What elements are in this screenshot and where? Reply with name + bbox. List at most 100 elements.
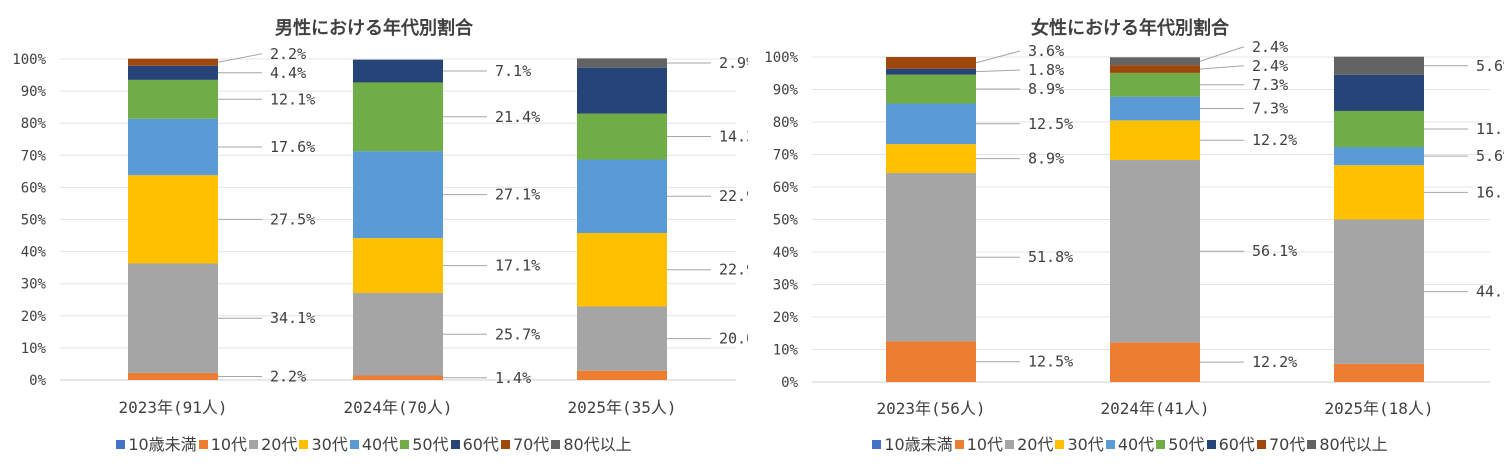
- legend-label: 30代: [311, 435, 348, 454]
- legend-label: 10代: [966, 435, 1004, 454]
- bar-segment-70s: [886, 57, 976, 69]
- y-tick-label: 10%: [773, 343, 799, 359]
- bar-segment-10s: [128, 372, 218, 380]
- legend-label: 70代: [512, 435, 550, 454]
- female-chart-title: 女性における年代別割合: [1031, 18, 1229, 39]
- y-tick-label: 70%: [21, 148, 47, 164]
- bar-segment-80plus: [1110, 57, 1200, 66]
- bar-segment-10s: [1110, 342, 1200, 382]
- y-tick-label: 90%: [773, 83, 799, 99]
- data-label-20s: 56.1%: [1252, 242, 1297, 260]
- data-label-80plus: 2.4%: [1252, 38, 1288, 56]
- bar-segment-20s: [1334, 219, 1424, 364]
- data-label-30s: 12.2%: [1252, 131, 1297, 149]
- x-tick-label: 2024年(41人): [1100, 399, 1209, 418]
- legend-swatch: [872, 440, 882, 449]
- bar-segment-40s: [353, 151, 443, 239]
- legend-swatch: [1256, 440, 1266, 449]
- data-label-leader-line: [975, 69, 1021, 73]
- data-label-10s: 12.5%: [1028, 353, 1073, 371]
- data-label-70s: 2.2%: [270, 45, 306, 63]
- data-label-leader-line: [217, 53, 263, 63]
- y-tick-label: 0%: [781, 375, 798, 391]
- legend-label: 40代: [1117, 435, 1155, 454]
- bar-segment-60s: [1334, 74, 1424, 111]
- data-label-20s: 44.4%: [1476, 283, 1504, 301]
- data-label-10s: 2.2%: [270, 367, 306, 385]
- data-label-50s: 11.1%: [1476, 120, 1504, 138]
- bar-segment-10s: [577, 370, 667, 380]
- male-chart-title: 男性における年代別割合: [275, 18, 473, 39]
- bar-segment-50s: [353, 82, 443, 152]
- data-label-20s: 34.1%: [270, 309, 315, 327]
- data-label-40s: 12.5%: [1028, 115, 1073, 133]
- legend-label: 80代以上: [563, 435, 632, 454]
- legend-swatch: [1055, 440, 1065, 449]
- data-label-80plus: 5.6%: [1476, 57, 1504, 75]
- data-label-50s: 8.9%: [1028, 80, 1064, 98]
- y-tick-label: 0%: [29, 373, 46, 389]
- bar-segment-60s: [886, 68, 976, 75]
- bar-segment-40s: [886, 103, 976, 145]
- legend-label: 30代: [1067, 435, 1104, 454]
- legend-swatch: [349, 440, 359, 449]
- bar-segment-50s: [886, 74, 976, 104]
- y-tick-label: 40%: [773, 245, 799, 261]
- legend-label: 80代以上: [1319, 435, 1388, 454]
- bar-segment-30s: [353, 238, 443, 294]
- legend-item-30s: 30代: [1055, 431, 1104, 455]
- legend-swatch: [450, 440, 460, 449]
- data-label-leader-line: [975, 50, 1021, 64]
- y-tick-label: 80%: [773, 115, 799, 131]
- legend-label: 60代: [1218, 435, 1255, 454]
- legend-label: 40代: [361, 435, 399, 454]
- data-label-20s: 20.0%: [719, 330, 748, 348]
- y-tick-label: 50%: [773, 213, 799, 229]
- bar-segment-10s: [1334, 363, 1424, 382]
- bar-segment-20s: [577, 306, 667, 371]
- y-tick-label: 40%: [21, 245, 47, 261]
- bar-segment-30s: [1334, 165, 1424, 220]
- legend-item-50s: 50代: [1156, 431, 1205, 455]
- legend-item-10s: 10代: [198, 431, 247, 455]
- legend-swatch: [1307, 440, 1317, 449]
- y-tick-label: 60%: [773, 180, 799, 196]
- legend-item-80plus: 80代以上: [1307, 431, 1388, 455]
- legend-label: 20代: [1017, 435, 1054, 454]
- y-tick-label: 70%: [773, 148, 799, 164]
- legend-item-u10: 10歳未満: [116, 431, 197, 455]
- bar-segment-70s: [128, 58, 218, 66]
- data-label-60s: 4.4%: [270, 64, 306, 82]
- y-tick-label: 50%: [21, 213, 47, 229]
- bar-segment-70s: [1110, 65, 1200, 73]
- male-chart-legend: 10歳未満 10代 20代 30代 40代 50代 60代 70代 80代以上: [0, 431, 748, 455]
- legend-item-40s: 40代: [349, 431, 399, 455]
- female-chart-panel: 女性における年代別割合 0% 10% 20% 30% 40% 50% 60% 70% 80% 90…: [756, 0, 1504, 467]
- bar-segment-30s: [577, 232, 667, 307]
- legend-swatch: [249, 440, 259, 449]
- bar-segment-80plus: [1334, 56, 1424, 75]
- y-tick-label: 30%: [773, 278, 799, 294]
- legend-swatch: [1105, 440, 1115, 449]
- data-label-leader-line: [1199, 65, 1245, 70]
- data-label-60s: 1.8%: [1028, 61, 1064, 79]
- bar-segment-50s: [1110, 72, 1200, 97]
- bar-segment-50s: [1334, 110, 1424, 148]
- female-chart-plot: 0% 10% 20% 30% 40% 50% 60% 70% 80% 90% 100% 2023年(5…: [764, 38, 1504, 418]
- legend-swatch: [400, 440, 410, 449]
- legend-label: 50代: [412, 435, 449, 454]
- bar-segment-40s: [577, 159, 667, 233]
- bar-segment-20s: [353, 293, 443, 376]
- legend-swatch: [1156, 440, 1166, 449]
- bar-segment-30s: [128, 175, 218, 264]
- y-tick-label: 20%: [773, 310, 799, 326]
- data-label-50s: 7.3%: [1252, 76, 1288, 94]
- y-tick-label: 100%: [12, 52, 46, 68]
- bar-segment-40s: [1110, 96, 1200, 121]
- legend-item-60s: 60代: [450, 431, 499, 455]
- legend-swatch: [551, 440, 561, 449]
- legend-item-10s: 10代: [954, 431, 1004, 455]
- legend-label: 60代: [462, 435, 499, 454]
- bar-segment-80plus: [577, 58, 667, 68]
- y-tick-label: 10%: [21, 341, 47, 357]
